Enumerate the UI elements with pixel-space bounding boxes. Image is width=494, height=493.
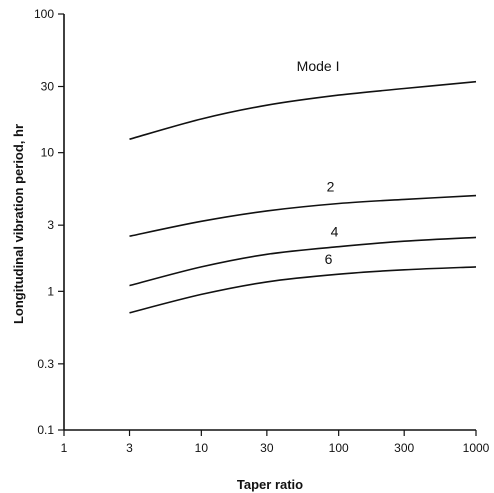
series-line-4 — [129, 266, 477, 314]
series-line-3 — [129, 236, 477, 287]
x-tick-label: 1 — [61, 441, 68, 455]
y-tick-label: 1 — [47, 284, 54, 298]
series-label-4: 6 — [325, 251, 333, 267]
x-axis-title: Taper ratio — [237, 477, 303, 492]
curves — [129, 80, 477, 314]
x-tick-label: 1000 — [463, 441, 490, 455]
y-tick-label: 0.3 — [37, 357, 54, 371]
x-tick-label: 100 — [329, 441, 349, 455]
series-label-3: 4 — [331, 224, 339, 240]
y-tick-label: 0.1 — [37, 423, 54, 437]
series-line-1 — [129, 80, 477, 140]
x-tick-label: 30 — [260, 441, 274, 455]
x-tick-label: 3 — [126, 441, 133, 455]
y-tick-label: 30 — [41, 80, 55, 94]
series-label-2: 2 — [327, 178, 335, 194]
axes: 1 3 10 30 100 300 1000 0.1 0.3 1 3 10 30 100 — [34, 7, 490, 455]
y-axis-title: Longitudinal vibration period, hr — [11, 124, 26, 324]
curve-labels: Mode I 2 4 6 — [297, 58, 340, 267]
series-line-2 — [129, 194, 477, 237]
x-tick-label: 10 — [195, 441, 209, 455]
y-tick-label: 10 — [41, 146, 55, 160]
y-tick-label: 3 — [47, 218, 54, 232]
y-tick-label: 100 — [34, 7, 54, 21]
x-tick-label: 300 — [394, 441, 414, 455]
series-label-1: Mode I — [297, 58, 340, 74]
